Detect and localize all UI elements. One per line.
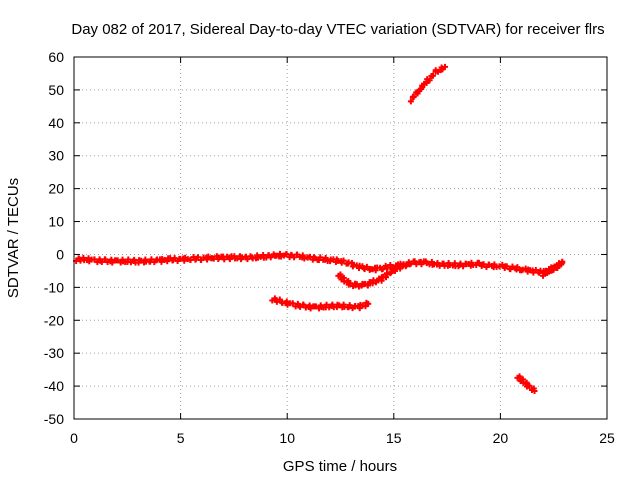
plot-frame: [73, 56, 608, 420]
data-point: [322, 254, 329, 261]
data-point: [346, 302, 353, 309]
data-point: [403, 261, 410, 268]
y-tick-label: -40: [44, 378, 64, 394]
y-tick-label: -30: [44, 345, 64, 361]
y-tick-label: 60: [48, 49, 64, 65]
data-point: [419, 84, 426, 91]
data-point: [204, 256, 211, 263]
data-point: [365, 300, 372, 307]
data-point: [499, 261, 506, 268]
data-point: [430, 72, 437, 79]
data-point: [426, 77, 433, 84]
x-tick-label: 10: [279, 430, 295, 446]
data-point: [388, 269, 395, 276]
data-point: [299, 252, 306, 259]
grid: [74, 57, 607, 419]
x-tick-label: 5: [177, 430, 185, 446]
data-point: [475, 259, 482, 266]
y-tick-label: 50: [48, 82, 64, 98]
data-point: [441, 63, 448, 70]
y-tick-label: 30: [48, 148, 64, 164]
data-point: [540, 272, 547, 279]
y-tick-label: 20: [48, 181, 64, 197]
chart-title: Day 082 of 2017, Sidereal Day-to-day VTE…: [71, 21, 604, 38]
data-point: [363, 263, 370, 270]
x-axis-ticks: 0 5 10 15 20 25: [70, 57, 615, 446]
y-axis-ticks: -50 -40 -30 -20 -10 0 10 20 30 40 50 60: [44, 49, 607, 427]
data-point: [407, 98, 414, 105]
x-tick-label: 15: [386, 430, 402, 446]
y-tick-label: 40: [48, 115, 64, 131]
x-axis-label: GPS time / hours: [283, 458, 397, 475]
y-tick-label: 10: [48, 214, 64, 230]
y-tick-label: -20: [44, 312, 64, 328]
data-point: [554, 265, 561, 272]
data-point: [384, 271, 391, 278]
data-point: [379, 266, 386, 273]
data-point: [559, 258, 566, 265]
y-tick-label: -50: [44, 411, 64, 427]
x-tick-label: 0: [70, 430, 78, 446]
data-point: [340, 257, 347, 264]
y-tick-label: 0: [56, 246, 64, 262]
x-tick-label: 20: [493, 430, 509, 446]
data-points: [73, 63, 566, 395]
data-point: [531, 388, 538, 395]
data-point: [410, 93, 417, 100]
data-point: [526, 383, 533, 390]
x-tick-label: 25: [599, 430, 615, 446]
y-axis-label: SDTVAR / TECUs: [5, 178, 22, 298]
y-tick-label: -10: [44, 279, 64, 295]
data-point: [550, 266, 557, 273]
